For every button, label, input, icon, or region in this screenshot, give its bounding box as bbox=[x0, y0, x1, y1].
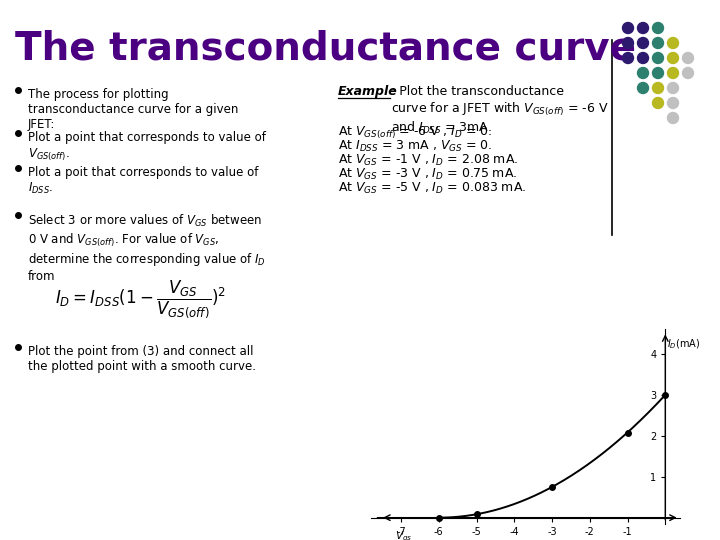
Circle shape bbox=[652, 23, 664, 33]
Circle shape bbox=[652, 68, 664, 78]
Text: At $I_{DSS}$ = 3 mA , $V_{GS}$ = 0.: At $I_{DSS}$ = 3 mA , $V_{GS}$ = 0. bbox=[338, 139, 492, 154]
Circle shape bbox=[667, 68, 678, 78]
Circle shape bbox=[667, 37, 678, 49]
Circle shape bbox=[623, 23, 634, 33]
Circle shape bbox=[667, 112, 678, 124]
Circle shape bbox=[652, 37, 664, 49]
Circle shape bbox=[652, 52, 664, 64]
Text: Select 3 or more values of $V_{GS}$ between
0 V and $V_{GS(off)}$. For value of : Select 3 or more values of $V_{GS}$ betw… bbox=[28, 213, 266, 284]
Circle shape bbox=[683, 52, 693, 64]
Circle shape bbox=[667, 83, 678, 93]
Circle shape bbox=[667, 52, 678, 64]
Text: At $V_{GS(off)}$ = -6 V , $I_D$ = 0.: At $V_{GS(off)}$ = -6 V , $I_D$ = 0. bbox=[338, 125, 492, 141]
Circle shape bbox=[637, 37, 649, 49]
Text: $I_D = I_{DSS}(1-\dfrac{V_{GS}}{V_{GS(off)}})^2$: $I_D = I_{DSS}(1-\dfrac{V_{GS}}{V_{GS(of… bbox=[55, 278, 226, 320]
Circle shape bbox=[637, 68, 649, 78]
Circle shape bbox=[637, 83, 649, 93]
Text: Plot a point that corresponds to value of
$V_{GS(off)}$.: Plot a point that corresponds to value o… bbox=[28, 131, 266, 163]
Text: $V_{gs}$: $V_{gs}$ bbox=[395, 529, 413, 540]
Circle shape bbox=[637, 23, 649, 33]
Circle shape bbox=[652, 98, 664, 109]
Text: Plot the point from (3) and connect all
the plotted point with a smooth curve.: Plot the point from (3) and connect all … bbox=[28, 345, 256, 373]
Text: At $V_{GS}$ = -5 V , $I_D$ = 0.083 mA.: At $V_{GS}$ = -5 V , $I_D$ = 0.083 mA. bbox=[338, 181, 526, 196]
Circle shape bbox=[637, 52, 649, 64]
Text: The process for plotting
transconductance curve for a given
JFET:: The process for plotting transconductanc… bbox=[28, 88, 238, 131]
Text: At $V_{GS}$ = -1 V , $I_D$ = 2.08 mA.: At $V_{GS}$ = -1 V , $I_D$ = 2.08 mA. bbox=[338, 153, 518, 168]
Circle shape bbox=[652, 83, 664, 93]
Text: $I_D$(mA): $I_D$(mA) bbox=[667, 338, 701, 351]
Circle shape bbox=[667, 98, 678, 109]
Text: Example: Example bbox=[338, 85, 397, 98]
Circle shape bbox=[623, 52, 634, 64]
Text: Plot a poit that corresponds to value of
$I_{DSS}$.: Plot a poit that corresponds to value of… bbox=[28, 166, 258, 197]
Text: At $V_{GS}$ = -3 V , $I_D$ = 0.75 mA.: At $V_{GS}$ = -3 V , $I_D$ = 0.75 mA. bbox=[338, 167, 518, 182]
Text: : Plot the transconductance
curve for a JFET with $V_{GS(off)}$ = -6 V
and $I_{D: : Plot the transconductance curve for a … bbox=[391, 85, 608, 136]
Text: The transconductance curve: The transconductance curve bbox=[15, 30, 636, 68]
Circle shape bbox=[683, 68, 693, 78]
Circle shape bbox=[623, 37, 634, 49]
